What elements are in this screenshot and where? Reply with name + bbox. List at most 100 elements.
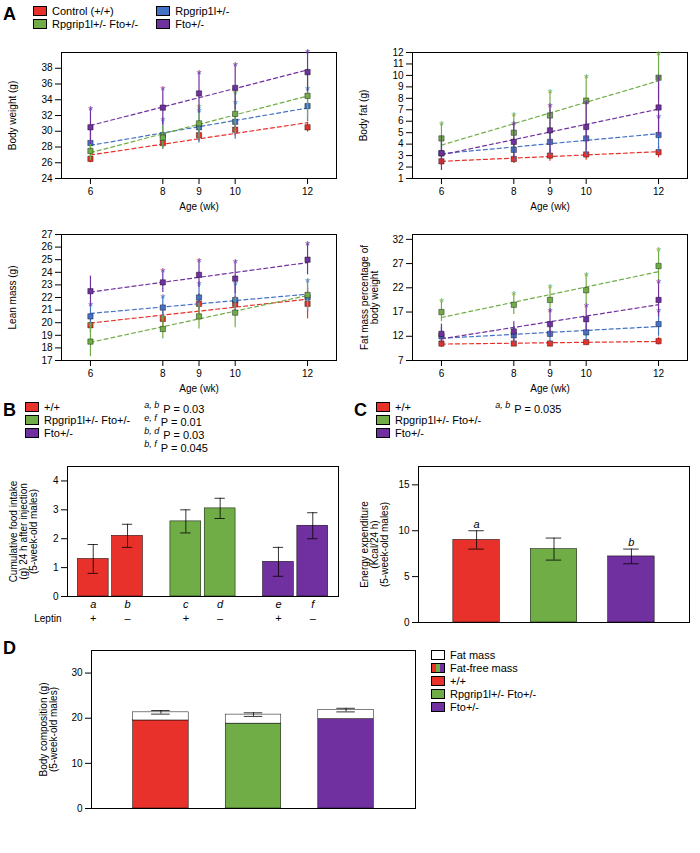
svg-text:18: 18 xyxy=(41,342,53,353)
svg-text:26: 26 xyxy=(41,157,53,168)
svg-text:–: – xyxy=(124,612,131,624)
svg-text:0: 0 xyxy=(404,617,410,628)
svg-text:*: * xyxy=(196,255,201,270)
svg-text:d: d xyxy=(217,598,224,610)
svg-text:10: 10 xyxy=(581,186,593,197)
svg-text:*: * xyxy=(584,300,589,315)
svg-text:*: * xyxy=(88,319,93,334)
svg-text:32: 32 xyxy=(41,110,53,121)
svg-text:a: a xyxy=(474,518,480,530)
svg-text:*: * xyxy=(439,295,444,310)
svg-text:10: 10 xyxy=(230,186,242,197)
svg-text:10: 10 xyxy=(581,368,593,379)
svg-text:7: 7 xyxy=(398,104,404,115)
svg-text:Cumulative food intake(g) 24 h: Cumulative food intake(g) 24 h after inj… xyxy=(8,480,39,582)
svg-text:1: 1 xyxy=(398,173,404,184)
svg-text:*: * xyxy=(160,291,165,306)
svg-text:+: + xyxy=(183,612,189,624)
svg-text:6: 6 xyxy=(439,368,445,379)
svg-text:19: 19 xyxy=(41,330,53,341)
svg-text:10: 10 xyxy=(398,525,410,536)
svg-text:4: 4 xyxy=(398,138,404,149)
svg-text:5: 5 xyxy=(404,571,410,582)
svg-text:11: 11 xyxy=(393,58,404,69)
svg-text:9: 9 xyxy=(547,186,553,197)
svg-text:23: 23 xyxy=(41,279,53,290)
svg-text:*: * xyxy=(511,288,516,303)
svg-text:3: 3 xyxy=(53,504,59,515)
svg-text:27: 27 xyxy=(392,258,404,269)
svg-text:+: + xyxy=(275,612,281,624)
svg-text:28: 28 xyxy=(41,141,53,152)
svg-text:9: 9 xyxy=(196,368,202,379)
svg-text:30: 30 xyxy=(41,125,53,136)
svg-text:12: 12 xyxy=(302,368,314,379)
svg-text:*: * xyxy=(656,276,661,291)
svg-text:*: * xyxy=(439,118,444,133)
svg-text:6: 6 xyxy=(398,115,404,126)
svg-text:2: 2 xyxy=(398,161,404,172)
svg-text:*: * xyxy=(160,265,165,280)
svg-text:20: 20 xyxy=(41,317,53,328)
svg-text:1: 1 xyxy=(53,562,59,573)
svg-text:6: 6 xyxy=(88,186,94,197)
svg-text:10: 10 xyxy=(392,70,404,81)
svg-text:Body weight (g): Body weight (g) xyxy=(7,81,18,150)
svg-text:15: 15 xyxy=(398,479,410,490)
svg-text:12: 12 xyxy=(653,368,665,379)
svg-text:*: * xyxy=(233,256,238,271)
svg-text:*: * xyxy=(584,71,589,86)
svg-text:10: 10 xyxy=(230,368,242,379)
svg-text:*: * xyxy=(584,269,589,284)
svg-text:22: 22 xyxy=(392,282,404,293)
svg-text:22: 22 xyxy=(41,292,53,303)
svg-text:Energy expenditure(Kcal/24 h)(: Energy expenditure(Kcal/24 h)(5-week-old… xyxy=(359,501,390,588)
svg-text:7: 7 xyxy=(398,355,404,366)
svg-text:10: 10 xyxy=(71,758,83,769)
svg-text:–: – xyxy=(310,612,317,624)
svg-text:3: 3 xyxy=(398,150,404,161)
svg-text:34: 34 xyxy=(41,94,53,105)
svg-text:6: 6 xyxy=(88,368,94,379)
svg-text:b: b xyxy=(124,598,130,610)
svg-text:4: 4 xyxy=(53,475,59,486)
svg-text:*: * xyxy=(547,100,552,115)
svg-text:Age (wk): Age (wk) xyxy=(179,201,218,212)
svg-text:27: 27 xyxy=(41,229,53,240)
svg-text:*: * xyxy=(547,305,552,320)
svg-text:Age (wk): Age (wk) xyxy=(179,383,218,394)
svg-text:0: 0 xyxy=(53,591,59,602)
svg-text:9: 9 xyxy=(547,368,553,379)
svg-text:Age (wk): Age (wk) xyxy=(530,201,569,212)
svg-text:Fat mass percentage ofbody wei: Fat mass percentage ofbody weight xyxy=(359,245,380,350)
svg-text:25: 25 xyxy=(41,254,53,265)
svg-text:26: 26 xyxy=(41,241,53,252)
svg-text:2: 2 xyxy=(53,533,59,544)
svg-text:Leptin: Leptin xyxy=(34,613,61,624)
svg-text:*: * xyxy=(160,83,165,98)
svg-text:8: 8 xyxy=(511,368,517,379)
svg-text:8: 8 xyxy=(160,368,166,379)
svg-text:*: * xyxy=(196,67,201,82)
svg-text:9: 9 xyxy=(196,186,202,197)
svg-text:e: e xyxy=(275,598,281,610)
svg-text:17: 17 xyxy=(41,355,53,366)
svg-text:21: 21 xyxy=(41,304,53,315)
svg-text:8: 8 xyxy=(511,186,517,197)
svg-text:8: 8 xyxy=(398,93,404,104)
svg-text:Body composition (g)(5-week-ol: Body composition (g)(5-week-old males) xyxy=(38,683,59,777)
svg-text:*: * xyxy=(305,46,310,61)
svg-text:*: * xyxy=(547,86,552,101)
svg-text:*: * xyxy=(511,118,516,133)
svg-text:20: 20 xyxy=(71,712,83,723)
svg-text:+: + xyxy=(90,612,96,624)
svg-text:*: * xyxy=(88,103,93,118)
svg-text:*: * xyxy=(305,238,310,253)
svg-text:*: * xyxy=(584,97,589,112)
svg-text:*: * xyxy=(656,244,661,259)
svg-text:32: 32 xyxy=(392,234,404,245)
svg-text:30: 30 xyxy=(71,667,83,678)
svg-text:f: f xyxy=(311,598,315,610)
svg-text:8: 8 xyxy=(160,186,166,197)
svg-text:24: 24 xyxy=(41,267,53,278)
